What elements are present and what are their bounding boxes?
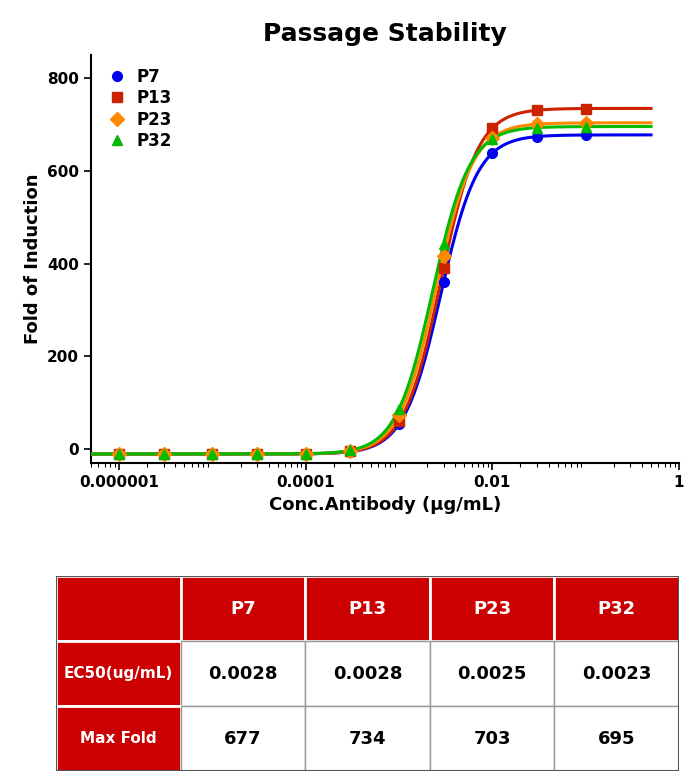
P7 (346, 447, 354, 456)
Bar (430, 641, 554, 707)
Bar (554, 641, 679, 707)
P32 (582, 122, 590, 132)
Text: 695: 695 (598, 730, 636, 748)
P13 (302, 449, 310, 459)
P23 (208, 449, 216, 459)
Bar (181, 641, 305, 707)
P13 (160, 449, 168, 459)
P23 (302, 449, 310, 458)
P32 (440, 239, 448, 249)
P13 (395, 417, 403, 426)
P23 (440, 251, 448, 260)
P23 (582, 118, 590, 128)
Bar (56, 576, 181, 641)
Bar (181, 576, 305, 641)
Text: EC50(ug/mL): EC50(ug/mL) (64, 666, 173, 682)
P32 (395, 404, 403, 414)
Bar (56, 707, 181, 771)
Bar (430, 707, 554, 771)
Bar (181, 707, 305, 771)
P23 (488, 133, 496, 143)
Bar (305, 641, 430, 707)
Title: Passage Stability: Passage Stability (263, 22, 507, 46)
P32 (115, 449, 123, 459)
Text: P7: P7 (230, 600, 256, 618)
P7 (395, 419, 403, 428)
P23 (395, 411, 403, 420)
P7 (160, 449, 168, 459)
P7 (488, 149, 496, 158)
P13 (66, 449, 74, 459)
Line: P7: P7 (65, 130, 591, 459)
Bar (56, 641, 181, 707)
P7 (66, 449, 74, 459)
P32 (346, 446, 354, 455)
P32 (253, 449, 261, 459)
Text: P13: P13 (349, 600, 386, 618)
Bar (305, 707, 430, 771)
Bar (554, 707, 679, 771)
Text: 677: 677 (224, 730, 262, 748)
Text: P23: P23 (473, 600, 511, 618)
Text: 703: 703 (473, 730, 511, 748)
Line: P32: P32 (65, 122, 591, 459)
P23 (115, 449, 123, 459)
P13 (346, 447, 354, 456)
Text: 0.0028: 0.0028 (208, 664, 278, 683)
P7 (253, 449, 261, 459)
P7 (302, 449, 310, 459)
P13 (208, 449, 216, 459)
Text: P32: P32 (598, 600, 636, 618)
P32 (208, 449, 216, 459)
Legend: P7, P13, P23, P32: P7, P13, P23, P32 (99, 63, 176, 155)
P23 (160, 449, 168, 459)
P32 (160, 449, 168, 459)
Line: P23: P23 (65, 118, 591, 459)
P13 (533, 106, 541, 115)
Text: 0.0023: 0.0023 (582, 664, 652, 683)
P13 (115, 449, 123, 459)
Text: 0.0028: 0.0028 (332, 664, 402, 683)
P32 (302, 449, 310, 458)
P32 (533, 123, 541, 132)
Y-axis label: Fold of Induction: Fold of Induction (24, 174, 41, 344)
P7 (582, 130, 590, 139)
Bar (305, 576, 430, 641)
P23 (533, 119, 541, 129)
Bar (554, 576, 679, 641)
P23 (253, 449, 261, 459)
P23 (346, 446, 354, 456)
P23 (66, 449, 74, 459)
P13 (440, 263, 448, 273)
Bar (430, 576, 554, 641)
P13 (253, 449, 261, 459)
P32 (488, 134, 496, 143)
P7 (115, 449, 123, 459)
Text: Max Fold: Max Fold (80, 731, 157, 746)
P13 (582, 104, 590, 113)
X-axis label: Conc.Antibody (μg/mL): Conc.Antibody (μg/mL) (269, 495, 501, 513)
P13 (488, 124, 496, 133)
Text: 734: 734 (349, 730, 386, 748)
P7 (208, 449, 216, 459)
Line: P13: P13 (65, 104, 591, 459)
Text: 0.0025: 0.0025 (457, 664, 527, 683)
P7 (440, 277, 448, 287)
P7 (533, 132, 541, 141)
P32 (66, 449, 74, 459)
